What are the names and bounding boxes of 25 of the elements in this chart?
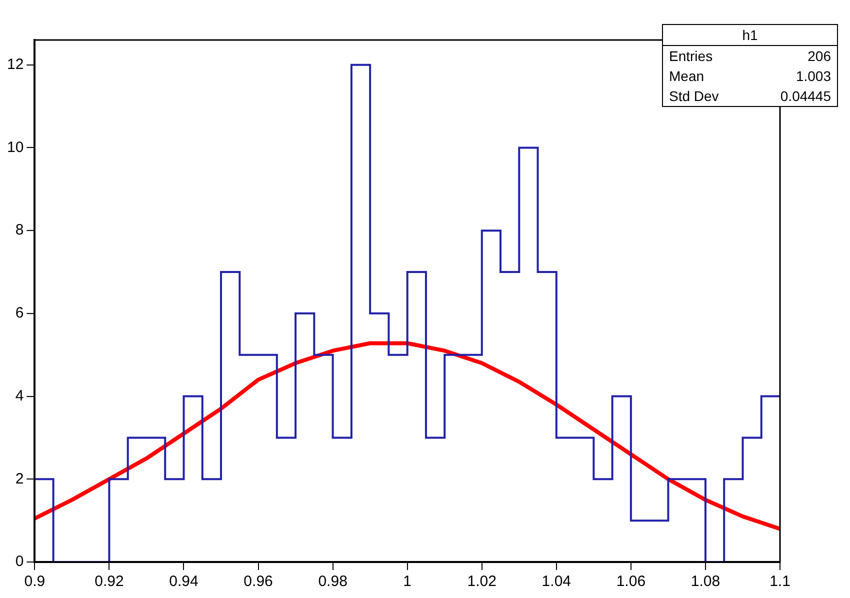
x-tick-label: 1.04 [542,573,572,590]
x-tick-label: 1.06 [616,573,646,590]
annotation: Mean [668,67,706,86]
y-tick-label: 8 [15,222,24,239]
x-tick-label: 1 [403,573,412,590]
y-tick-label: 12 [6,56,24,73]
x-tick-label: 1.1 [770,573,790,590]
annotation: Entries [668,47,714,66]
x-tick-label: 0.96 [244,573,273,590]
y-tick-label: 2 [15,470,24,488]
y-tick-label: 4 [15,387,24,404]
x-tick-label: 1.08 [690,573,720,590]
annotation: Std Dev [668,87,720,106]
x-tick-label: 1.02 [467,573,496,590]
x-tick-label: 0.92 [94,573,124,590]
y-tick-label: 6 [15,304,24,322]
annotation: h1 [662,24,838,46]
x-tick-label: 0.94 [169,573,198,590]
x-tick-label: 0.98 [318,573,348,590]
y-tick-label: 0 [15,553,24,570]
text: 0.04445 [779,87,832,106]
y-tick-label: 10 [6,138,24,156]
text: 206 [806,47,832,66]
x-tick-label: 0.9 [24,573,46,590]
text: 1.003 [794,67,832,86]
